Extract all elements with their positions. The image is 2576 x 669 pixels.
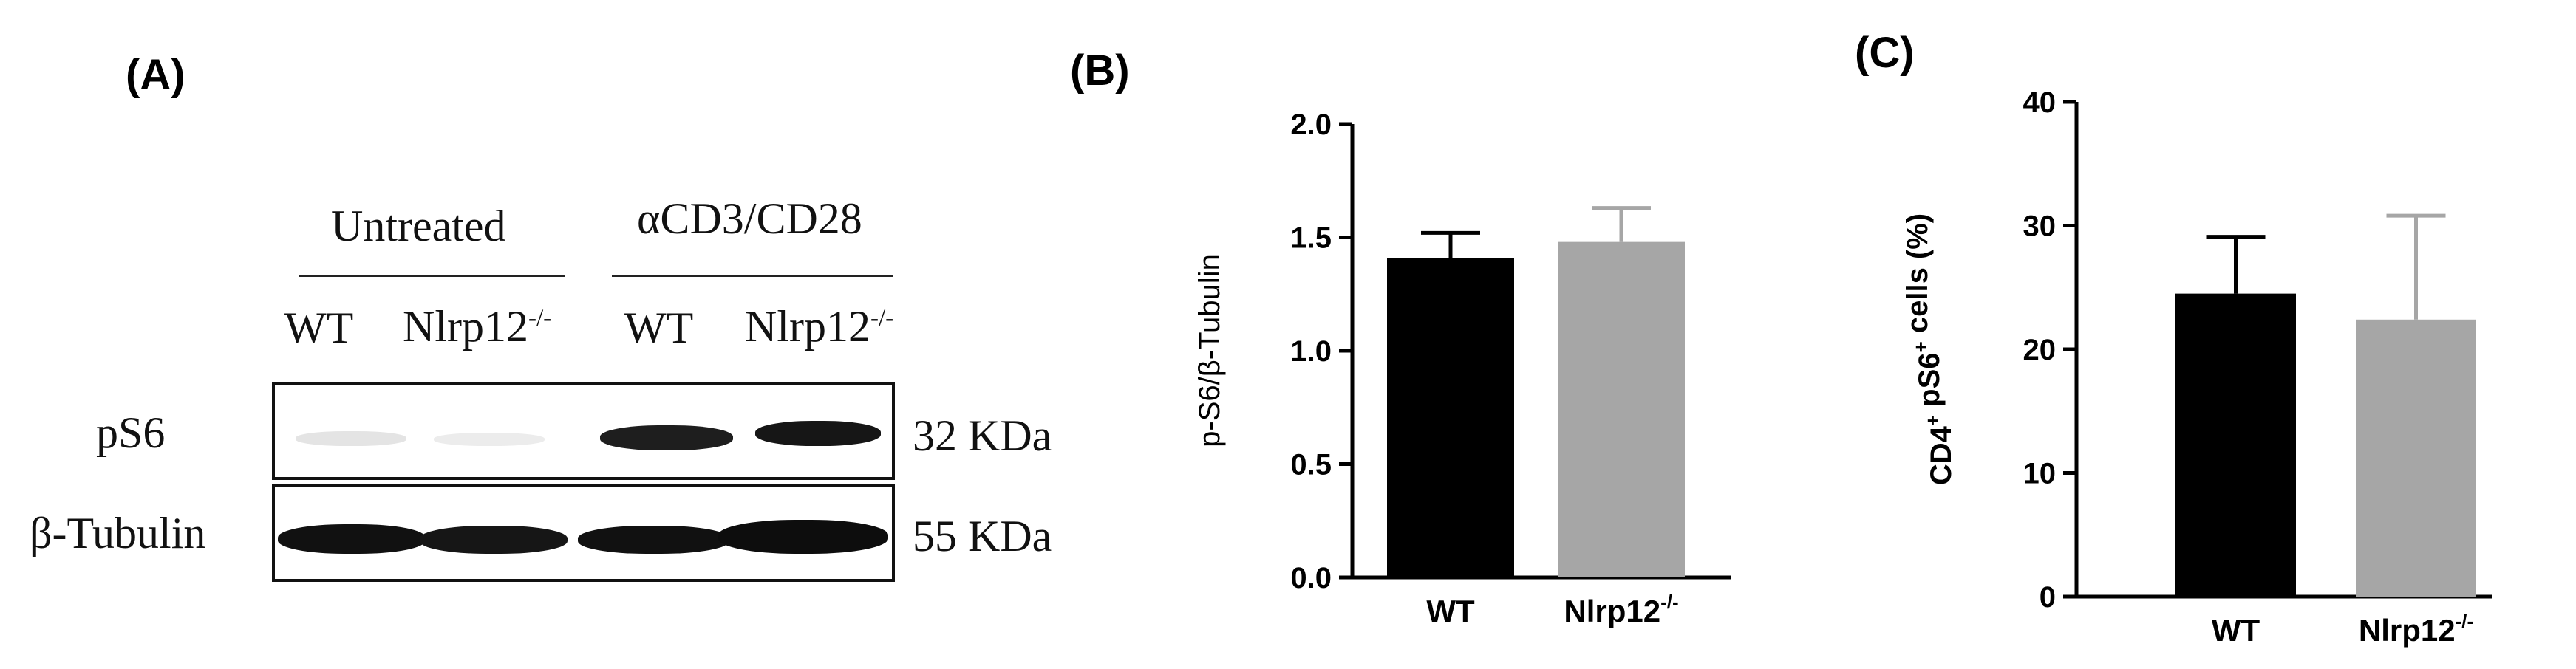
underline-untreated (299, 275, 565, 277)
size-label-tubulin: 55 KDa (913, 512, 1052, 560)
blot-ps6 (272, 382, 895, 480)
band-tubulin-wt-stimulated (578, 526, 729, 554)
chart-c: 0 10 20 30 40 WT Nlrp12-/- CD4+ pS6+ cells (%) (1901, 86, 2492, 648)
row-label-tubulin: β-Tubulin (30, 509, 206, 558)
chart-b-y-tick-label: 1.5 (1290, 222, 1332, 255)
chart-c-y-axis-label: CD4+ pS6+ cells (%) (1901, 213, 1957, 485)
chart-b-category-label: Nlrp12-/- (1564, 591, 1678, 628)
chart-c-y-tick-label: 10 (2023, 458, 2057, 490)
chart-b-y-tick-label: 0.5 (1290, 449, 1332, 481)
chart-b: 0.0 0.5 1.0 1.5 2.0 WT Nlrp12-/- p-S6/β-Tubulin (1193, 109, 1731, 628)
panel-c: (C) 0 10 20 30 40 WT Nlrp12-/- CD4+ pS6+ cells … (1810, 0, 2576, 669)
chart-c-y-tick-label: 20 (2023, 334, 2057, 366)
chart-c-bar (2356, 319, 2476, 597)
panel-a: (A) Untreated αCD3/CD28 WT Nlrp12-/- WT … (0, 0, 1052, 669)
size-label-ps6: 32 KDa (913, 411, 1052, 460)
chart-b-bar (1387, 258, 1514, 577)
lane-label-ko-stimulated-text: Nlrp12 (745, 302, 870, 351)
panel-c-letter: (C) (1855, 29, 1915, 77)
band-ps6-wt-stimulated (600, 425, 733, 450)
chart-c-y-tick-label: 0 (2040, 581, 2056, 614)
blot-tubulin (272, 484, 895, 582)
panel-b: (B) 0.0 0.5 1.0 1.5 2.0 WT Nlrp12-/- p-S6/β-Tub… (1035, 0, 1810, 669)
chart-b-y-axis-label: p-S6/β-Tubulin (1193, 254, 1226, 447)
row-label-ps6: pS6 (96, 408, 166, 457)
lane-label-wt-stimulated: WT (624, 303, 694, 352)
band-tubulin-wt-untreated (278, 524, 426, 554)
lane-label-ko-untreated-text: Nlrp12 (403, 302, 528, 351)
lane-label-ko-untreated-sup: -/- (528, 305, 552, 332)
lane-label-ko-stimulated-sup: -/- (870, 305, 894, 332)
underline-stimulated (612, 275, 893, 277)
chart-b-y-tick-label: 2.0 (1290, 109, 1332, 141)
group-label-stimulated: αCD3/CD28 (637, 194, 862, 243)
lane-label-ko-untreated: Nlrp12-/- (403, 301, 551, 352)
band-ps6-wt-untreated (296, 431, 406, 446)
band-ps6-ko-stimulated (755, 421, 881, 446)
band-tubulin-ko-untreated (420, 526, 568, 554)
chart-c-bar (2175, 293, 2296, 597)
panel-b-letter: (B) (1070, 47, 1130, 95)
band-tubulin-ko-stimulated (718, 520, 888, 554)
chart-b-y-tick-label: 1.0 (1290, 335, 1332, 368)
group-label-untreated: Untreated (331, 202, 506, 250)
lane-label-wt-untreated: WT (284, 303, 354, 352)
chart-b-bar (1558, 241, 1685, 577)
lane-label-ko-stimulated: Nlrp12-/- (745, 301, 893, 352)
chart-c-y-tick-label: 40 (2023, 86, 2057, 119)
chart-c-category-label: Nlrp12-/- (2359, 610, 2473, 648)
band-ps6-ko-untreated (434, 433, 545, 446)
chart-b-y-tick-label: 0.0 (1290, 562, 1332, 594)
panel-a-letter: (A) (126, 51, 185, 99)
chart-b-category-label: WT (1426, 594, 1475, 628)
chart-c-category-label: WT (2212, 613, 2260, 648)
chart-c-y-tick-label: 30 (2023, 210, 2057, 243)
